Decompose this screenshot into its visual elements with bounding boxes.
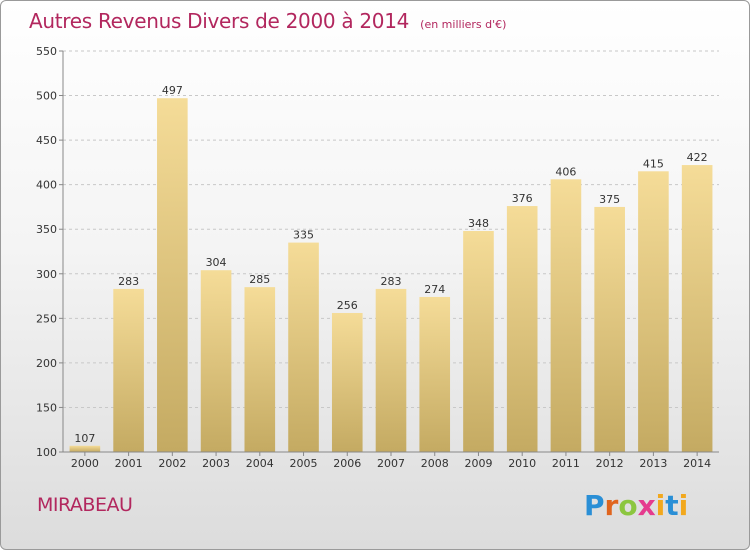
value-label-2006: 256 (337, 299, 358, 312)
bar-2007 (375, 288, 407, 452)
bar-2000 (69, 445, 101, 452)
bar-2005 (288, 242, 319, 452)
bar-2002 (157, 98, 188, 453)
x-tick-label: 2006 (333, 457, 361, 470)
bar-2014 (681, 165, 713, 452)
value-label-2012: 375 (599, 193, 620, 206)
x-tick-label: 2013 (639, 457, 667, 470)
x-tick-label: 2012 (596, 457, 624, 470)
y-tick-label: 350 (36, 223, 57, 236)
x-tick-label: 2001 (115, 457, 143, 470)
bar-2013 (638, 171, 669, 453)
x-tick-label: 2004 (246, 457, 274, 470)
bar-2008 (419, 296, 451, 452)
y-tick-label: 200 (36, 357, 57, 370)
y-tick-label: 300 (36, 268, 57, 281)
x-tick-label: 2007 (377, 457, 405, 470)
chart-title: Autres Revenus Divers de 2000 à 2014 (29, 9, 410, 33)
y-tick-label: 500 (36, 90, 57, 103)
value-label-2005: 335 (293, 229, 314, 242)
value-label-2000: 107 (74, 432, 95, 445)
value-label-2011: 406 (555, 165, 576, 178)
bar-2004 (244, 287, 276, 452)
value-label-2002: 497 (162, 84, 183, 97)
x-tick-label: 2002 (158, 457, 186, 470)
value-label-2003: 304 (206, 256, 227, 269)
value-label-2008: 274 (424, 283, 445, 296)
x-tick-label: 2008 (421, 457, 449, 470)
bar-2010 (506, 206, 538, 452)
axes (62, 51, 719, 453)
y-tick-label: 100 (36, 446, 57, 459)
y-tick-label: 550 (36, 45, 57, 58)
bars: 107 283 497 304 285 335 256 283 274 348 376 406 375 4… (69, 84, 713, 453)
y-tick-label: 250 (36, 312, 57, 325)
value-label-2009: 348 (468, 217, 489, 230)
bar-2012 (594, 206, 625, 452)
title-row: Autres Revenus Divers de 2000 à 2014 (en… (29, 9, 506, 33)
chart-subtitle: (en milliers d'€) (420, 18, 507, 31)
value-label-2001: 283 (118, 275, 139, 288)
bar-2003 (200, 270, 232, 452)
value-label-2013: 415 (643, 157, 664, 170)
proxiti-logo: Proxiti (584, 489, 689, 522)
x-tick-label: 2014 (683, 457, 711, 470)
x-tick-label: 2003 (202, 457, 230, 470)
bar-2009 (463, 231, 494, 452)
bar-2006 (331, 312, 363, 452)
commune-name: MIRABEAU (37, 494, 133, 516)
value-label-2010: 376 (512, 192, 533, 205)
bar-2011 (550, 179, 582, 452)
value-label-2004: 285 (249, 273, 270, 286)
value-label-2007: 283 (381, 275, 402, 288)
x-tick-label: 2005 (290, 457, 318, 470)
y-tick-label: 400 (36, 179, 57, 192)
x-tick-label: 2011 (552, 457, 580, 470)
bar-2001 (113, 288, 144, 452)
x-tick-label: 2009 (464, 457, 492, 470)
y-tick-label: 150 (36, 401, 57, 414)
y-tick-label: 450 (36, 134, 57, 147)
x-tick-label: 2010 (508, 457, 536, 470)
x-tick-label: 2000 (71, 457, 99, 470)
y-axis-ticks: 100 150 200 250 300 350 400 450 500 550 (36, 45, 63, 459)
x-axis-ticks: 2000 2001 2002 2003 2004 2005 2006 2007 2008 2009… (71, 452, 711, 470)
value-label-2014: 422 (687, 151, 708, 164)
